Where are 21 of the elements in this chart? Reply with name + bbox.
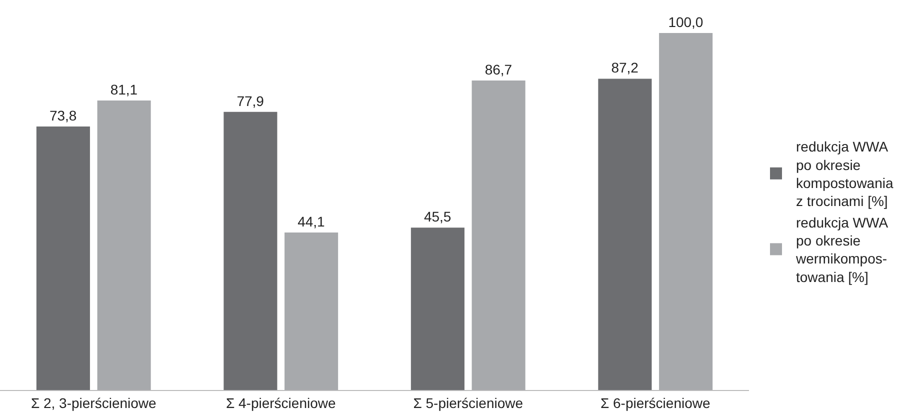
x-tick-label: Σ 4-pierścieniowe — [226, 394, 336, 411]
data-label: 81,1 — [110, 81, 138, 98]
data-label: 77,9 — [236, 92, 264, 109]
bar — [659, 33, 713, 390]
legend-label: redukcja WWA po okresie wermikompos- towania [%] — [795, 214, 889, 285]
x-tick-label: Σ 6-pierścieniowe — [600, 394, 710, 411]
data-label: 100,0 — [668, 14, 704, 30]
bar — [97, 100, 151, 390]
data-label: 87,2 — [611, 60, 639, 76]
x-tick-label: Σ 5-pierścieniowe — [413, 394, 524, 411]
bar — [224, 112, 278, 390]
bar — [472, 80, 526, 390]
data-label: 45,5 — [424, 208, 452, 225]
bar — [598, 78, 652, 390]
data-label: 73,8 — [49, 108, 77, 124]
x-tick-label: Σ 2, 3-pierścieniowe — [30, 394, 157, 411]
data-label: 44,1 — [298, 214, 326, 230]
bar — [36, 126, 90, 390]
data-label: 86,7 — [484, 61, 512, 78]
bar — [410, 228, 464, 390]
bar — [284, 232, 338, 390]
